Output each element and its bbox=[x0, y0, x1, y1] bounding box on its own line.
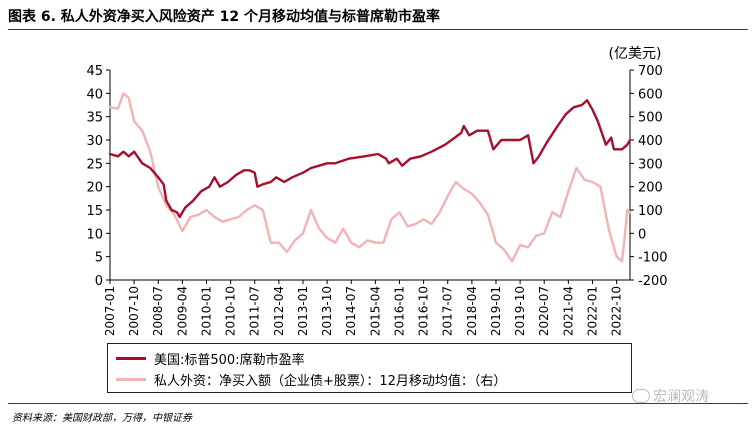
bottom-tick-label: 2013-10 bbox=[320, 286, 334, 336]
bottom-tick-label: 2009-04 bbox=[175, 286, 189, 336]
bottom-tick-label: 2017-07 bbox=[441, 286, 455, 336]
right-tick-label: 200 bbox=[638, 181, 663, 196]
right-tick-label: 0 bbox=[638, 227, 646, 242]
legend-item-series2: 私人外资：净买入额（企业债+股票）：12月移动均值：（右） bbox=[116, 370, 507, 389]
bottom-tick-label: 2007-01 bbox=[103, 286, 117, 336]
bottom-tick-label: 2010-10 bbox=[224, 286, 238, 336]
bottom-tick-label: 2010-01 bbox=[199, 286, 213, 336]
right-axis: -200 -100 0 100 200 300 400 500 600 700 bbox=[630, 64, 668, 289]
bottom-tick-label: 2014-07 bbox=[344, 286, 358, 336]
source-note: 资料来源：美国财政部，万得，中银证券 bbox=[12, 413, 192, 424]
bottom-tick-label: 2019-01 bbox=[489, 286, 503, 336]
series-line-1 bbox=[108, 99, 632, 219]
legend: 美国:标普500:席勒市盈率 私人外资：净买入额（企业债+股票）：12月移动均值… bbox=[107, 343, 632, 393]
plot-frame bbox=[109, 70, 631, 281]
bottom-tick-label: 2018-04 bbox=[465, 286, 479, 336]
chart: 0 5 10 15 20 25 30 35 40 45 -200 -100 0 100 200 300 400… bbox=[86, 46, 668, 336]
bottom-tick-label: 2008-07 bbox=[151, 286, 165, 336]
series-line-2 bbox=[108, 92, 632, 263]
bottom-tick-label: 2022-10 bbox=[610, 286, 624, 336]
bottom-tick-label: 2019-10 bbox=[513, 286, 527, 336]
bottom-tick-label: 2021-04 bbox=[561, 286, 575, 336]
legend-label-series1: 美国:标普500:席勒市盈率 bbox=[154, 352, 305, 368]
series-layer bbox=[108, 92, 632, 263]
left-tick-label: 25 bbox=[86, 157, 103, 172]
bottom-tick-label: 2007-10 bbox=[127, 286, 141, 336]
right-tick-label: -200 bbox=[638, 274, 668, 289]
title-rule bbox=[8, 29, 748, 30]
bottom-tick-label: 2016-01 bbox=[392, 286, 406, 336]
right-tick-label: 600 bbox=[638, 87, 663, 102]
bottom-tick-label: 2020-07 bbox=[537, 286, 551, 336]
source-rule bbox=[8, 403, 748, 404]
legend-swatch-series1 bbox=[116, 356, 146, 360]
right-tick-label: 500 bbox=[638, 111, 663, 126]
right-tick-label: -100 bbox=[638, 251, 668, 266]
bottom-tick-label: 2015-04 bbox=[368, 286, 382, 336]
right-tick-label: 700 bbox=[638, 64, 663, 79]
page-title: 图表 6. 私人外资净买入风险资产 12 个月移动均值与标普席勒市盈率 bbox=[8, 9, 441, 25]
right-tick-label: 400 bbox=[638, 134, 663, 149]
left-tick-label: 10 bbox=[86, 227, 103, 242]
left-tick-label: 20 bbox=[86, 181, 103, 196]
right-tick-label: 100 bbox=[638, 204, 663, 219]
bottom-tick-label: 2012-04 bbox=[272, 286, 286, 336]
bottom-tick-label: 2011-07 bbox=[248, 286, 262, 336]
bottom-tick-label: 2013-01 bbox=[296, 286, 310, 336]
right-tick-label: 300 bbox=[638, 157, 663, 172]
watermark: 宏澜观涛 bbox=[632, 386, 709, 406]
left-axis: 0 5 10 15 20 25 30 35 40 45 bbox=[86, 64, 110, 289]
left-tick-label: 0 bbox=[95, 274, 103, 289]
wechat-icon bbox=[632, 389, 650, 403]
bottom-tick-label: 2022-01 bbox=[585, 286, 599, 336]
left-tick-label: 15 bbox=[86, 204, 103, 219]
left-tick-label: 45 bbox=[86, 64, 103, 79]
watermark-text: 宏澜观涛 bbox=[653, 389, 709, 405]
legend-swatch-series2 bbox=[116, 377, 146, 381]
left-tick-label: 40 bbox=[86, 87, 103, 102]
left-tick-label: 30 bbox=[86, 134, 103, 149]
bottom-axis: 2007-01 2007-10 2008-07 2009-04 2010-01 2010-… bbox=[103, 280, 624, 336]
legend-item-series1: 美国:标普500:席勒市盈率 bbox=[116, 349, 305, 368]
bottom-tick-label: 2016-10 bbox=[417, 286, 431, 336]
right-axis-unit: (亿美元) bbox=[609, 46, 662, 62]
legend-label-series2: 私人外资：净买入额（企业债+股票）：12月移动均值：（右） bbox=[154, 373, 507, 389]
left-tick-label: 5 bbox=[95, 251, 103, 266]
left-tick-label: 35 bbox=[86, 111, 103, 126]
